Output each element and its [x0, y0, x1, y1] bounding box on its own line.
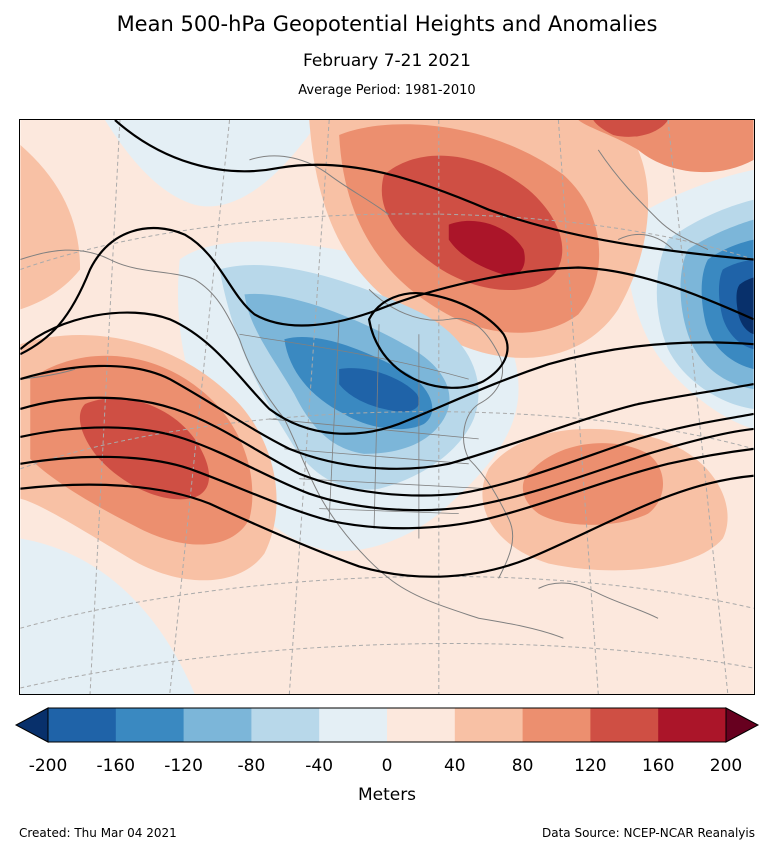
anomaly-fill-pos-atlantic-80: [522, 443, 664, 525]
colorbar-cell: [48, 708, 117, 742]
anomaly-fill-pos-ne-120: [593, 120, 669, 137]
political-borders: [239, 319, 489, 539]
colorbar: [14, 707, 760, 743]
anomaly-fill-neg-pacific: [104, 120, 320, 207]
colorbar-tick-label: 160: [641, 756, 675, 776]
colorbar-cell: [454, 708, 524, 742]
date-range-subtitle: February 7-21 2021: [303, 51, 471, 71]
colorbar-tick-label: -160: [96, 756, 136, 776]
colorbar-tick-label: 80: [511, 756, 534, 776]
colorbar-tick-label: 0: [381, 756, 393, 776]
anomaly-fill-pos-greenland-160: [448, 220, 525, 276]
colorbar-cell: [387, 708, 456, 742]
average-period-label: Average Period: 1981-2010: [298, 83, 476, 98]
colorbar-cell: [183, 708, 252, 742]
graticule: [20, 120, 754, 694]
anomaly-map: [19, 119, 755, 695]
colorbar-cell: [319, 708, 388, 742]
colorbar-label: Meters: [357, 785, 417, 805]
coastlines: [20, 149, 709, 639]
colorbar-cell: [658, 708, 727, 742]
colorbar-cell: [522, 708, 591, 742]
colorbar-tick-label: -80: [237, 756, 266, 776]
colorbar-tick-label: 200: [709, 756, 743, 776]
anomaly-fill-neg-atl-200: [736, 277, 754, 335]
colorbar-tick-label: -200: [28, 756, 68, 776]
colorbar-tick-label: 40: [443, 756, 466, 776]
height-contours: [20, 120, 754, 578]
colorbar-cell: [115, 708, 185, 742]
colorbar-extend-high: [725, 707, 760, 743]
data-source: Data Source: NCEP-NCAR Reanalyis: [541, 826, 755, 840]
anomaly-fill-pos-pacific-120: [79, 398, 210, 500]
colorbar-cell: [590, 708, 659, 742]
colorbar-cells: [14, 707, 760, 743]
colorbar-tick-label: -40: [305, 756, 334, 776]
colorbar-tick-label: -120: [164, 756, 203, 776]
colorbar-extend-low: [14, 707, 49, 743]
anomaly-fill-pos-alaska-40: [20, 144, 81, 310]
chart-title: Mean 500-hPa Geopotential Heights and An…: [116, 12, 658, 36]
colorbar-tick-label: 120: [574, 756, 607, 776]
anomaly-fill-neg-na-160: [339, 368, 420, 412]
colorbar-frame: [47, 707, 727, 743]
anomaly-fill-neg-west: [20, 538, 195, 694]
created-date: Created: Thu Mar 04 2021: [19, 826, 177, 840]
colorbar-cell: [251, 708, 320, 742]
